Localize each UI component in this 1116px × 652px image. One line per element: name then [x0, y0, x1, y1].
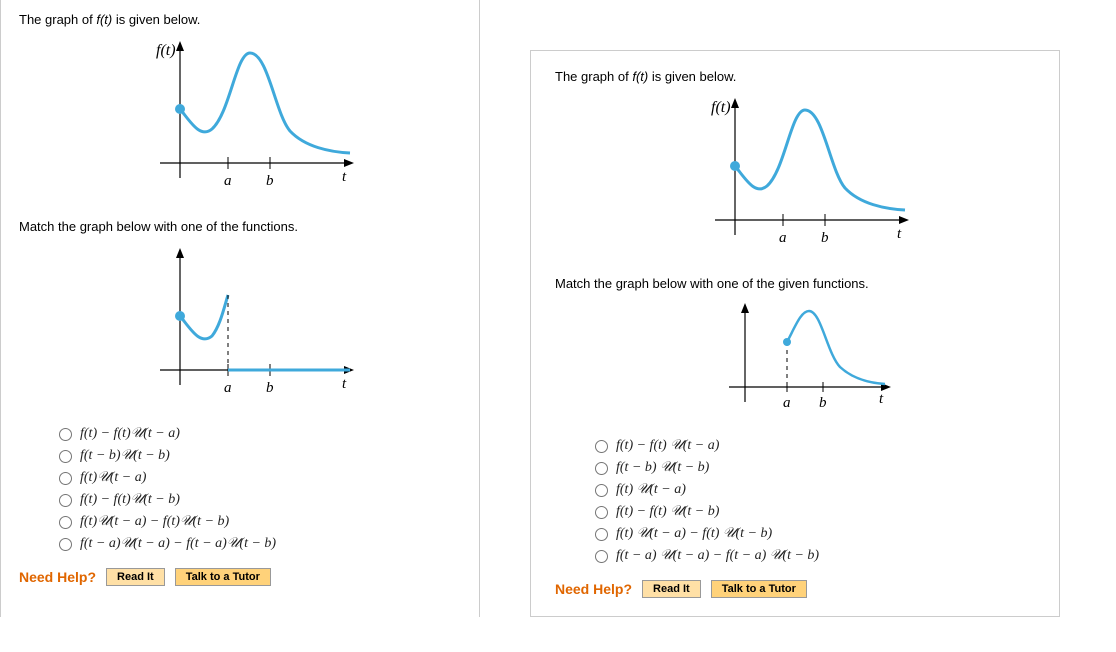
fx-label-r: f(t)	[711, 99, 731, 116]
talk-tutor-button-r[interactable]: Talk to a Tutor	[711, 580, 807, 598]
question-panel-right: The graph of f(t) is given below. f(t) a…	[530, 50, 1060, 617]
options-left: f(t) − f(t)𝒰(t − a) f(t − b)𝒰(t − b) f(t…	[59, 426, 461, 552]
x-label-r2: t	[879, 391, 884, 407]
intro-post: is given below.	[112, 12, 200, 27]
start-dot	[783, 338, 791, 346]
graph-1: f(t) a b t	[19, 33, 461, 211]
opt-label-5: f(t)𝒰(t − a) − f(t)𝒰(t − b)	[80, 514, 229, 530]
radio-r5[interactable]	[595, 528, 608, 541]
start-dot	[175, 104, 185, 114]
radio-3[interactable]	[59, 472, 72, 485]
instruction: Match the graph below with one of the fu…	[19, 219, 461, 234]
instruction-r: Match the graph below with one of the gi…	[555, 276, 1035, 291]
x-label: t	[342, 169, 347, 185]
option-2: f(t − b)𝒰(t − b)	[59, 448, 461, 464]
graph-2-svg: a b t	[120, 240, 360, 415]
opt-label-r4: f(t) − f(t) 𝒰(t − b)	[616, 504, 719, 520]
option-r5: f(t) 𝒰(t − a) − f(t) 𝒰(t − b)	[595, 526, 1035, 542]
question-panel-left: The graph of f(t) is given below. f(t) a…	[0, 0, 480, 617]
graph-2-r: a b t	[555, 297, 1035, 430]
need-help-label: Need Help?	[19, 569, 96, 585]
tick-a-label-r: a	[779, 230, 787, 246]
option-3: f(t)𝒰(t − a)	[59, 470, 461, 486]
y-arrow	[731, 98, 739, 108]
options-right: f(t) − f(t) 𝒰(t − a) f(t − b) 𝒰(t − b) f…	[595, 438, 1035, 564]
need-help-row: Need Help? Read It Talk to a Tutor	[19, 568, 461, 586]
opt-label-6: f(t − a)𝒰(t − a) − f(t − a)𝒰(t − b)	[80, 536, 276, 552]
intro-text-r: The graph of f(t) is given below.	[555, 69, 1035, 84]
intro-pre-r: The graph of	[555, 69, 632, 84]
option-4: f(t) − f(t)𝒰(t − b)	[59, 492, 461, 508]
curve	[180, 53, 350, 153]
option-r4: f(t) − f(t) 𝒰(t − b)	[595, 504, 1035, 520]
option-r2: f(t − b) 𝒰(t − b)	[595, 460, 1035, 476]
graph-1-r: f(t) a b t	[555, 90, 1035, 268]
graph-1r-svg: f(t) a b t	[675, 90, 915, 265]
need-help-row-r: Need Help? Read It Talk to a Tutor	[555, 580, 1035, 598]
option-r6: f(t − a) 𝒰(t − a) − f(t − a) 𝒰(t − b)	[595, 548, 1035, 564]
tick-b-label-r2: b	[819, 395, 827, 411]
x-arrow	[899, 216, 909, 224]
y-arrow	[176, 248, 184, 258]
tick-a-label: a	[224, 173, 232, 189]
option-5: f(t)𝒰(t − a) − f(t)𝒰(t − b)	[59, 514, 461, 530]
y-arrow	[176, 41, 184, 51]
opt-label-r5: f(t) 𝒰(t − a) − f(t) 𝒰(t − b)	[616, 526, 772, 542]
intro-text: The graph of f(t) is given below.	[19, 12, 461, 27]
intro-pre: The graph of	[19, 12, 96, 27]
radio-r6[interactable]	[595, 550, 608, 563]
option-r1: f(t) − f(t) 𝒰(t − a)	[595, 438, 1035, 454]
opt-label-1: f(t) − f(t)𝒰(t − a)	[80, 426, 180, 442]
graph-2: a b t	[19, 240, 461, 418]
opt-label-r1: f(t) − f(t) 𝒰(t − a)	[616, 438, 719, 454]
tick-b-label-r: b	[821, 230, 829, 246]
start-dot	[730, 161, 740, 171]
curve	[735, 110, 905, 210]
radio-4[interactable]	[59, 494, 72, 507]
radio-r4[interactable]	[595, 506, 608, 519]
read-it-button-r[interactable]: Read It	[642, 580, 701, 598]
talk-tutor-button[interactable]: Talk to a Tutor	[175, 568, 271, 586]
opt-label-2: f(t − b)𝒰(t − b)	[80, 448, 170, 464]
option-6: f(t − a)𝒰(t − a) − f(t − a)𝒰(t − b)	[59, 536, 461, 552]
opt-label-r3: f(t) 𝒰(t − a)	[616, 482, 686, 498]
start-dot	[175, 311, 185, 321]
y-arrow	[741, 303, 749, 313]
curve	[787, 311, 885, 384]
opt-label-3: f(t)𝒰(t − a)	[80, 470, 146, 486]
x-label-r: t	[897, 226, 902, 242]
opt-label-r2: f(t − b) 𝒰(t − b)	[616, 460, 709, 476]
option-1: f(t) − f(t)𝒰(t − a)	[59, 426, 461, 442]
radio-2[interactable]	[59, 450, 72, 463]
radio-r1[interactable]	[595, 440, 608, 453]
intro-f: f(t)	[96, 12, 112, 27]
tick-a-label: a	[224, 380, 232, 396]
option-r3: f(t) 𝒰(t − a)	[595, 482, 1035, 498]
graph-2r-svg: a b t	[695, 297, 895, 427]
radio-5[interactable]	[59, 516, 72, 529]
radio-r2[interactable]	[595, 462, 608, 475]
radio-6[interactable]	[59, 538, 72, 551]
intro-post-r: is given below.	[648, 69, 736, 84]
curve	[180, 295, 228, 339]
need-help-label-r: Need Help?	[555, 581, 632, 597]
tick-b-label: b	[266, 173, 274, 189]
graph-1-svg: f(t) a b t	[120, 33, 360, 208]
opt-label-r6: f(t − a) 𝒰(t − a) − f(t − a) 𝒰(t − b)	[616, 548, 819, 564]
x-label: t	[342, 376, 347, 392]
x-arrow	[344, 159, 354, 167]
intro-f-r: f(t)	[632, 69, 648, 84]
opt-label-4: f(t) − f(t)𝒰(t − b)	[80, 492, 180, 508]
read-it-button[interactable]: Read It	[106, 568, 165, 586]
tick-b-label: b	[266, 380, 274, 396]
fx-label: f(t)	[156, 42, 176, 59]
radio-1[interactable]	[59, 428, 72, 441]
tick-a-label-r2: a	[783, 395, 791, 411]
radio-r3[interactable]	[595, 484, 608, 497]
